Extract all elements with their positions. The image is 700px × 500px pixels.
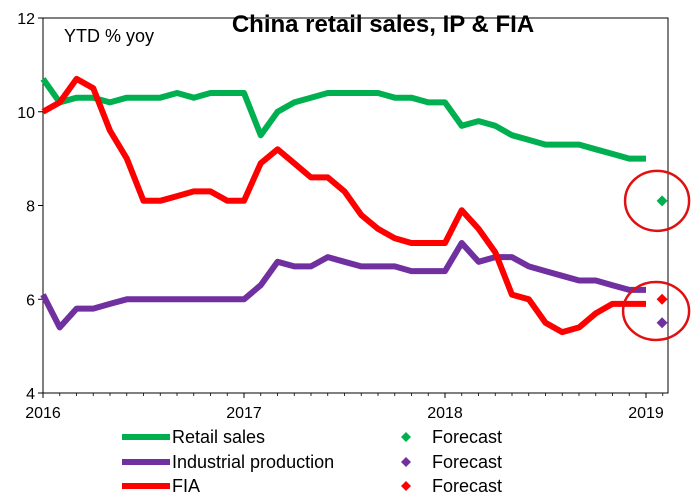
series-layer — [40, 75, 646, 336]
axes: 4 6 8 10 12 2016 2017 2018 2019 — [17, 11, 669, 422]
y-tick-label: 12 — [17, 11, 35, 28]
y-tick-label: 8 — [26, 199, 35, 216]
y-tick-label: 6 — [26, 292, 35, 309]
highlight-layer — [621, 169, 691, 342]
forecast-layer — [656, 195, 668, 329]
x-tick-label: 2018 — [427, 405, 463, 422]
legend-diamond-swatch — [401, 457, 411, 467]
legend: Retail sales Forecast Industrial productio… — [122, 427, 502, 496]
series-line-retail-sales — [40, 77, 646, 162]
series-line-fia — [41, 75, 646, 336]
forecast-point-retail-sales — [656, 195, 668, 207]
x-tick-label: 2019 — [628, 405, 664, 422]
y-tick-label: 4 — [26, 386, 35, 403]
forecast-point-industrial-production — [656, 317, 668, 329]
legend-label: Industrial production — [172, 452, 334, 472]
highlight-circle-retail-forecast — [623, 169, 691, 233]
x-tick-label: 2017 — [226, 405, 262, 422]
legend-diamond-swatch — [401, 481, 411, 491]
series-line-industrial-production — [40, 240, 646, 331]
legend-label: Forecast — [432, 452, 502, 472]
legend-label: Forecast — [432, 427, 502, 447]
highlight-circle-ip-fia-forecast — [621, 280, 691, 342]
legend-label: Retail sales — [172, 427, 265, 447]
legend-label: FIA — [172, 476, 200, 496]
forecast-point-fia — [656, 293, 668, 305]
legend-label: Forecast — [432, 476, 502, 496]
legend-diamond-swatch — [401, 432, 411, 442]
chart-title: China retail sales, IP & FIA — [232, 11, 534, 38]
y-axis-unit-label: YTD % yoy — [64, 26, 154, 46]
x-tick-label: 2016 — [25, 405, 61, 422]
y-tick-label: 10 — [17, 105, 35, 122]
